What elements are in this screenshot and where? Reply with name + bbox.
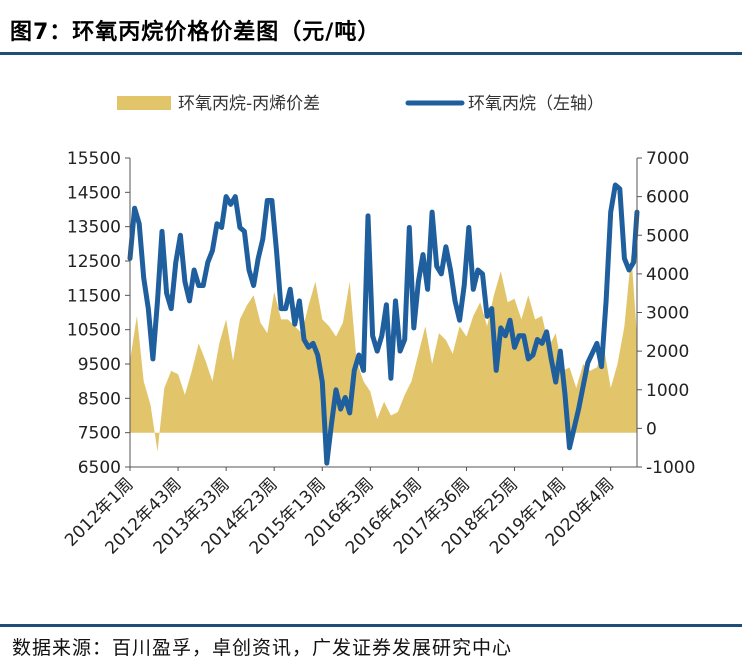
spread-area [130, 254, 637, 452]
right-tick-label: 6000 [646, 188, 689, 208]
left-tick-label: 10500 [67, 321, 121, 341]
title-rule [0, 52, 742, 55]
figure-title: 图7：环氧丙烷价格价差图（元/吨） [10, 20, 381, 45]
right-tick-label: 7000 [646, 149, 689, 169]
price-line-layer [127, 182, 640, 466]
right-tick-label: 1000 [646, 381, 689, 401]
left-tick-label: 8500 [78, 389, 121, 409]
legend-swatch-spread [117, 96, 171, 110]
chart: 15500 14500 13500 12500 11500 10500 9500 8500 75… [61, 94, 695, 558]
left-tick-label: 13500 [67, 218, 121, 238]
legend-label-spread: 环氧丙烷-丙烯价差 [178, 94, 320, 114]
source-note: 数据来源：百川盈孚，卓创资讯，广发证券发展研究中心 [12, 637, 513, 659]
right-tick-label: 4000 [646, 265, 689, 285]
left-tick-label: 6500 [78, 458, 121, 478]
left-tick-label: 15500 [67, 149, 121, 169]
left-tick-label: 14500 [67, 183, 121, 203]
right-tick-label: 5000 [646, 226, 689, 246]
right-tick-label: 2000 [646, 342, 689, 362]
right-tick-label: 3000 [646, 304, 689, 324]
left-tick-label: 7500 [78, 424, 121, 444]
price-line [127, 182, 640, 466]
title-bar: 图7：环氧丙烷价格价差图（元/吨） [0, 0, 742, 58]
left-tick-label: 11500 [67, 286, 121, 306]
legend-label-price: 环氧丙烷（左轴） [468, 94, 604, 114]
left-tick-label: 9500 [78, 355, 121, 375]
left-tick-label: 12500 [67, 252, 121, 272]
right-tick-label: 0 [646, 419, 657, 439]
source-rule [0, 624, 742, 627]
axes-layer [125, 157, 642, 471]
right-tick-label: -1000 [646, 458, 695, 478]
spread-area-layer [130, 254, 637, 452]
legend: 环氧丙烷-丙烯价差 环氧丙烷（左轴） [117, 94, 604, 114]
